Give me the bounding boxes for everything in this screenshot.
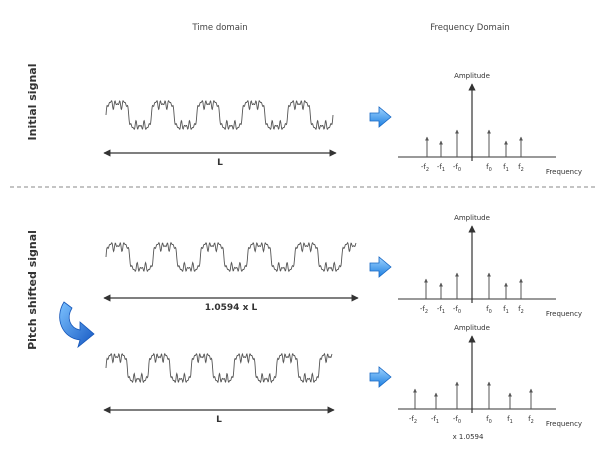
amplitude-label: Amplitude <box>454 72 490 80</box>
right-arrow-icon <box>369 366 392 388</box>
frequency-tick-label: -f0 <box>453 163 461 173</box>
frequency-tick-label: -f0 <box>453 415 461 425</box>
initial-signal-label: Initial signal <box>26 64 39 141</box>
frequency-tick-label: -f1 <box>437 305 445 315</box>
frequency-label: Frequency <box>546 168 582 176</box>
frequency-tick-label: -f2 <box>409 415 417 425</box>
amplitude-label: Amplitude <box>454 324 490 332</box>
time-domain-header: Time domain <box>191 23 247 33</box>
right-arrow-icon <box>369 106 392 128</box>
frequency-tick-label: f0 <box>486 415 492 425</box>
signal-row: L Amplitude Frequency -f2 -f1 -f0 f0 f1 f2 x 1.05… <box>103 324 582 441</box>
frequency-tick-label: -f1 <box>431 415 439 425</box>
frequency-label: Frequency <box>546 420 582 428</box>
frequency-tick-label: f0 <box>486 305 492 315</box>
pitch-shifted-signal-label: Pitch shifted signal <box>26 230 39 350</box>
time-waveform <box>105 241 357 273</box>
frequency-tick-label: f0 <box>486 163 492 173</box>
curved-arrow-icon <box>59 301 95 349</box>
frequency-tick-label: f1 <box>507 415 513 425</box>
length-label: 1.0594 x L <box>205 303 258 313</box>
frequency-tick-label: f1 <box>503 305 509 315</box>
frequency-tick-label: f2 <box>518 305 524 315</box>
time-waveform <box>105 100 334 130</box>
frequency-tick-label: -f2 <box>421 163 429 173</box>
frequency-tick-label: f2 <box>528 415 534 425</box>
frequency-tick-label: -f0 <box>453 305 461 315</box>
signal-row: L Amplitude Frequency -f2 -f1 -f0 f0 f1 f2 <box>103 72 582 176</box>
time-waveform <box>105 352 333 384</box>
frequency-tick-label: f2 <box>518 163 524 173</box>
frequency-label: Frequency <box>546 310 582 318</box>
frequency-tick-label: f1 <box>503 163 509 173</box>
frequency-domain-header: Frequency Domain <box>430 23 510 33</box>
signal-row: 1.0594 x L Amplitude Frequency -f2 -f1 -f0 f0 f… <box>103 214 582 318</box>
length-label: L <box>217 158 223 168</box>
length-label: L <box>216 415 222 425</box>
frequency-tick-label: -f2 <box>420 305 428 315</box>
right-arrow-icon <box>369 256 392 278</box>
multiplier-label: x 1.0594 <box>453 433 484 441</box>
amplitude-label: Amplitude <box>454 214 490 222</box>
frequency-tick-label: -f1 <box>437 163 445 173</box>
